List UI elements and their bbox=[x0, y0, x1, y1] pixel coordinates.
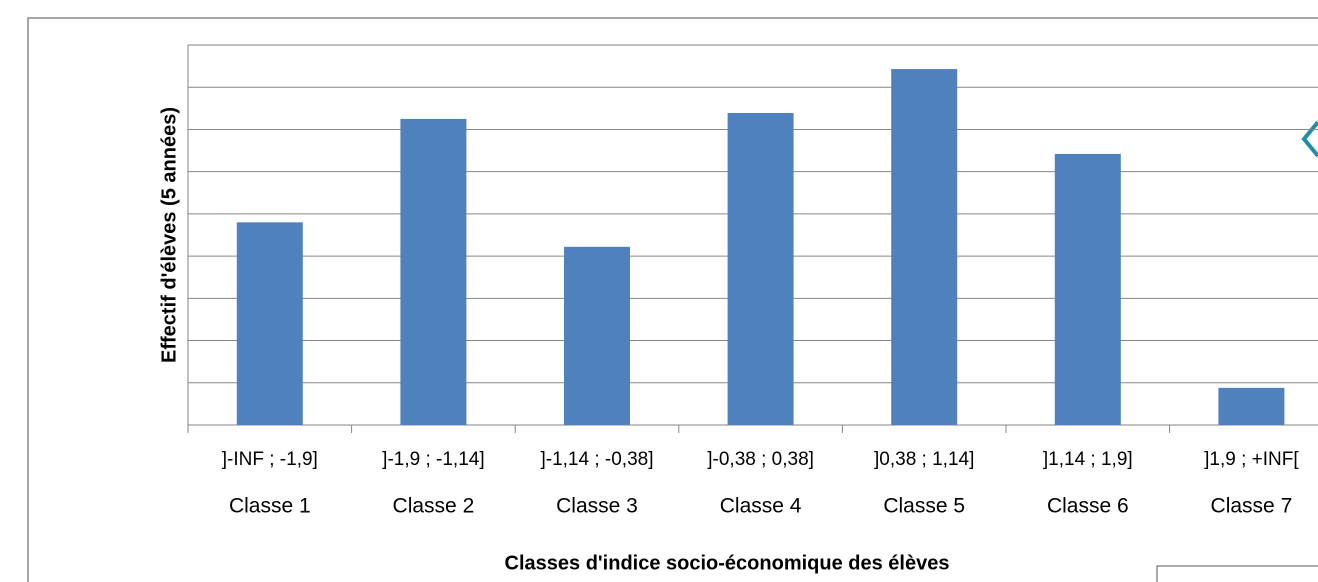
x-tick-label: ]1,9 ; +INF[ bbox=[1204, 449, 1299, 470]
x-axis-title: Classes d'indice socio-économique des él… bbox=[505, 552, 950, 574]
bar bbox=[564, 246, 630, 425]
x-tick-label: ]-1,14 ; -0,38] bbox=[540, 449, 653, 470]
x-tick-label: ]-0,38 ; 0,38] bbox=[707, 449, 814, 470]
bar bbox=[891, 69, 958, 426]
x-tick-label: ]-INF ; -1,9] bbox=[222, 449, 318, 470]
x-group-label: Classe 7 bbox=[1211, 495, 1293, 518]
x-group-label: Classe 3 bbox=[556, 495, 638, 518]
y-axis-title: Effectif d'élèves (5 années) bbox=[158, 107, 180, 363]
legend-box bbox=[1156, 565, 1318, 582]
bar bbox=[727, 112, 794, 425]
legend-marker bbox=[1301, 120, 1318, 158]
x-group-label: Classe 2 bbox=[393, 495, 475, 518]
x-group-label: Classe 6 bbox=[1047, 495, 1129, 518]
x-tick-label: ]-1,9 ; -1,14] bbox=[382, 449, 484, 470]
x-tick-label: ]1,14 ; 1,9] bbox=[1043, 449, 1133, 470]
bar bbox=[236, 222, 303, 425]
x-group-label: Classe 1 bbox=[229, 495, 311, 518]
bar bbox=[1054, 153, 1121, 425]
x-tick-label: ]0,38 ; 1,14] bbox=[874, 449, 974, 470]
x-group-label: Classe 4 bbox=[720, 495, 802, 518]
bar bbox=[1218, 387, 1285, 425]
bar bbox=[400, 118, 467, 425]
x-group-label: Classe 5 bbox=[883, 495, 965, 518]
